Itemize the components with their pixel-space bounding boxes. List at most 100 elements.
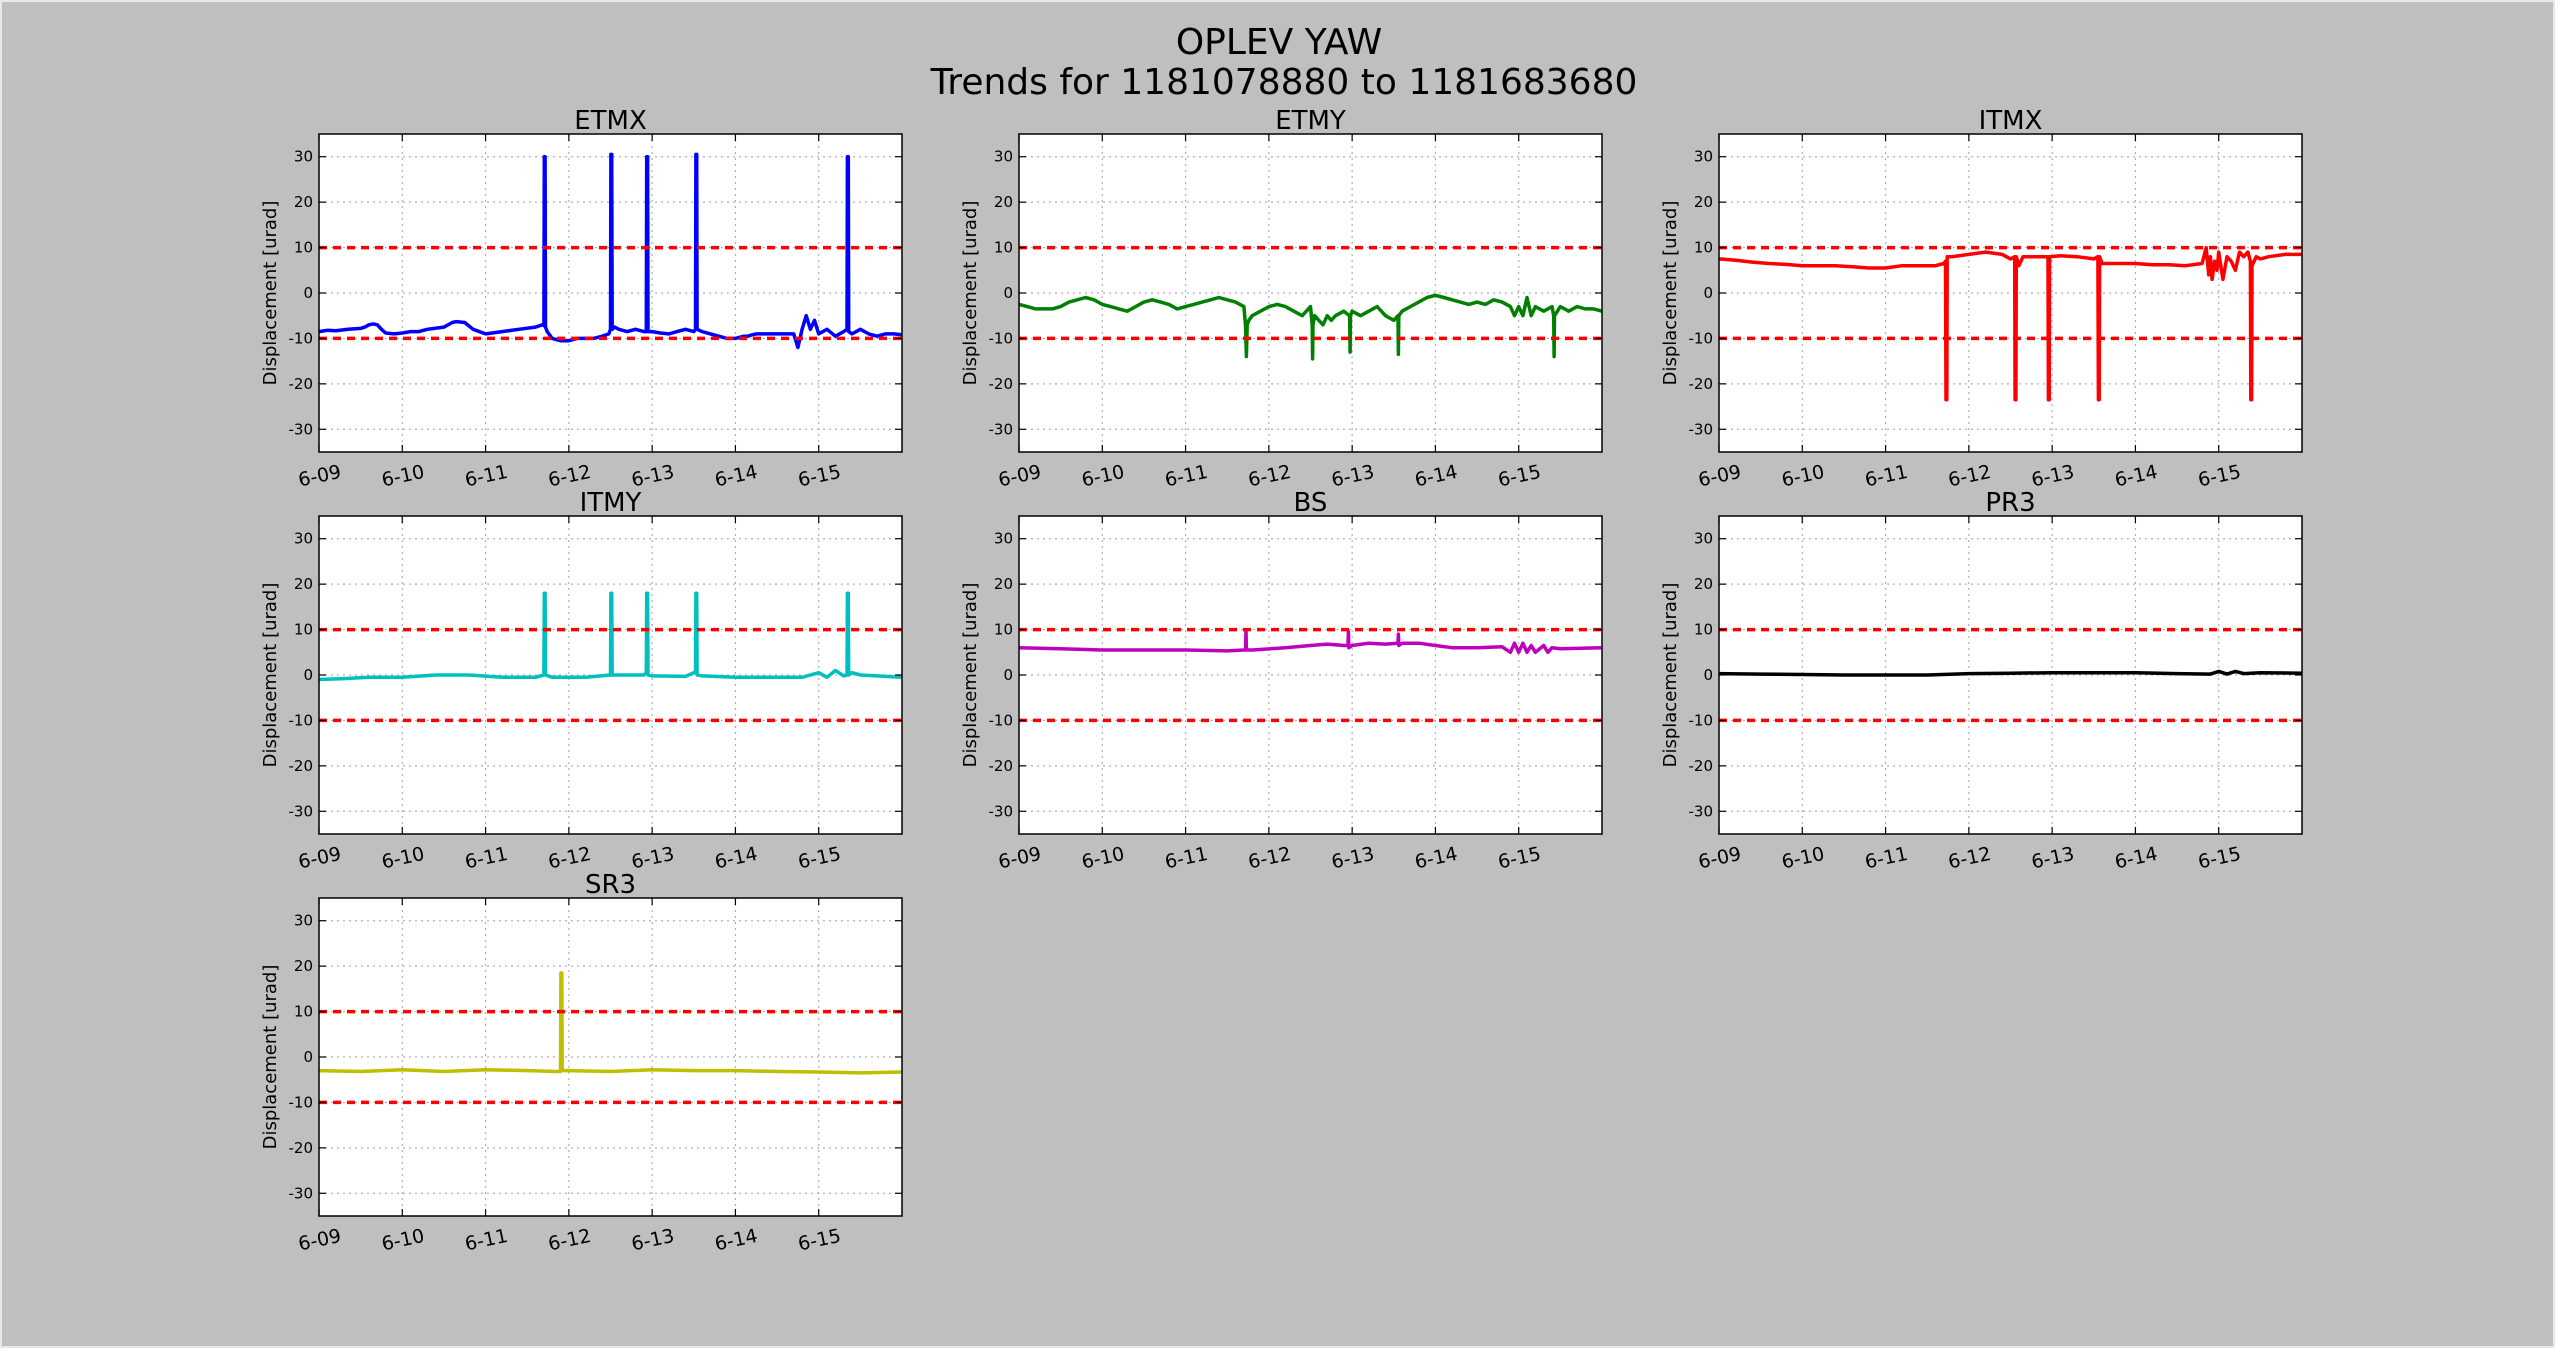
x-tick-label: 6-10 xyxy=(1780,461,1827,491)
x-tick-label: 6-15 xyxy=(2196,461,2243,491)
y-tick-label: 30 xyxy=(1694,148,1713,166)
x-tick-label: 6-10 xyxy=(380,461,427,491)
x-tick-label: 6-13 xyxy=(1330,461,1377,491)
series-line-bs xyxy=(1018,627,1603,655)
y-tick-label: -20 xyxy=(1689,757,1714,775)
x-tick-label: 6-10 xyxy=(380,843,427,873)
y-tick-label: -20 xyxy=(1689,375,1714,393)
y-tick-label: -20 xyxy=(989,757,1014,775)
x-tick-label: 6-09 xyxy=(996,461,1043,491)
y-tick-label: 10 xyxy=(1694,621,1713,639)
y-axis-label: Displacement [urad] xyxy=(1660,583,1681,768)
subplot-title: ITMX xyxy=(1979,106,2043,136)
x-tick-label: 6-11 xyxy=(463,1225,510,1255)
y-tick-label: 20 xyxy=(294,575,313,593)
y-tick-label: 20 xyxy=(1694,193,1713,211)
x-tick-label: 6-12 xyxy=(1946,843,1993,873)
x-tick-label: 6-13 xyxy=(2030,461,2077,491)
y-axis-label: Displacement [urad] xyxy=(960,583,981,768)
y-tick-label: 10 xyxy=(294,621,313,639)
figure-subtitle: Trends for 1181078880 to 1181683680 xyxy=(930,62,1638,103)
y-tick-label: -20 xyxy=(289,375,314,393)
plot-area xyxy=(319,898,902,1216)
x-tick-label: 6-13 xyxy=(1330,843,1377,873)
x-tick-label: 6-09 xyxy=(296,1225,343,1255)
y-tick-label: 0 xyxy=(1703,666,1713,684)
x-tick-label: 6-12 xyxy=(1246,461,1293,491)
plot-area xyxy=(1019,516,1602,834)
series-line-etmy xyxy=(1018,293,1603,361)
y-tick-label: -30 xyxy=(289,802,314,820)
subplot-title: BS xyxy=(1294,488,1328,518)
series-line-etmx xyxy=(318,152,903,350)
x-tick-label: 6-13 xyxy=(630,1225,677,1255)
x-tick-label: 6-14 xyxy=(2113,461,2160,491)
y-tick-label: -30 xyxy=(989,802,1014,820)
y-tick-label: 10 xyxy=(1694,239,1713,257)
x-tick-label: 6-15 xyxy=(796,461,843,491)
subplot-title: ETMY xyxy=(1275,106,1346,136)
x-tick-label: 6-12 xyxy=(546,843,593,873)
y-tick-label: -30 xyxy=(1689,420,1714,438)
y-tick-label: -10 xyxy=(989,711,1014,729)
series-line-itmx xyxy=(1718,245,2302,402)
y-tick-label: 30 xyxy=(294,912,313,930)
x-tick-label: 6-10 xyxy=(1080,461,1127,491)
x-tick-label: 6-09 xyxy=(296,461,343,491)
x-tick-label: 6-09 xyxy=(1696,843,1743,873)
x-tick-label: 6-14 xyxy=(713,843,760,873)
figure-title: OPLEV YAW xyxy=(1176,22,1382,63)
subplot-title: ETMX xyxy=(574,106,647,136)
subplot-title: ITMY xyxy=(580,488,642,518)
subplot-title: PR3 xyxy=(1985,488,2035,518)
x-tick-label: 6-14 xyxy=(1413,461,1460,491)
y-tick-label: 30 xyxy=(994,148,1013,166)
y-tick-label: -10 xyxy=(289,711,314,729)
y-tick-label: 20 xyxy=(1694,575,1713,593)
y-tick-label: -10 xyxy=(289,1093,314,1111)
y-tick-label: 0 xyxy=(303,284,313,302)
subplot-etmy: -30 -20 -10 0 10 20 30 6-09 6-10 6-11 6-12 6-13 6-14… xyxy=(960,106,1603,491)
y-tick-label: 0 xyxy=(303,1048,313,1066)
y-tick-label: -30 xyxy=(1689,802,1714,820)
y-tick-label: 10 xyxy=(994,621,1013,639)
x-tick-label: 6-15 xyxy=(2196,843,2243,873)
plot-area xyxy=(1019,134,1602,452)
y-tick-label: -30 xyxy=(989,420,1014,438)
x-tick-label: 6-12 xyxy=(546,1225,593,1255)
y-tick-label: 20 xyxy=(994,575,1013,593)
x-tick-label: 6-13 xyxy=(630,843,677,873)
y-tick-label: -20 xyxy=(289,757,314,775)
x-tick-label: 6-12 xyxy=(1246,843,1293,873)
subplot-title: SR3 xyxy=(585,870,636,900)
x-tick-label: 6-12 xyxy=(1946,461,1993,491)
x-tick-label: 6-11 xyxy=(1863,461,1910,491)
subplot-pr3: -30 -20 -10 0 10 20 30 6-09 6-10 6-11 6-12 6-13 6-14… xyxy=(1660,488,2303,873)
x-tick-label: 6-10 xyxy=(1780,843,1827,873)
y-tick-label: 20 xyxy=(294,957,313,975)
x-tick-label: 6-12 xyxy=(546,461,593,491)
y-axis-label: Displacement [urad] xyxy=(960,201,981,386)
x-tick-label: 6-09 xyxy=(996,843,1043,873)
x-tick-label: 6-13 xyxy=(630,461,677,491)
y-tick-label: 10 xyxy=(294,239,313,257)
x-tick-label: 6-11 xyxy=(1163,843,1210,873)
x-tick-label: 6-11 xyxy=(463,843,510,873)
y-tick-label: 20 xyxy=(294,193,313,211)
y-tick-label: -20 xyxy=(989,375,1014,393)
x-tick-label: 6-14 xyxy=(713,461,760,491)
y-tick-label: 10 xyxy=(994,239,1013,257)
subplot-bs: -30 -20 -10 0 10 20 30 6-09 6-10 6-11 6-12 6-13 6-14… xyxy=(960,488,1603,873)
y-tick-label: 10 xyxy=(294,1003,313,1021)
subplot-sr3: -30 -20 -10 0 10 20 30 6-09 6-10 6-11 6-12 6-13 6-14… xyxy=(260,870,903,1255)
y-tick-label: -10 xyxy=(289,329,314,347)
y-tick-label: -30 xyxy=(289,420,314,438)
x-tick-label: 6-14 xyxy=(2113,843,2160,873)
x-tick-label: 6-10 xyxy=(1080,843,1127,873)
y-tick-label: -10 xyxy=(1689,329,1714,347)
x-tick-label: 6-14 xyxy=(713,1225,760,1255)
subplot-itmy: -30 -20 -10 0 10 20 30 6-09 6-10 6-11 6-12 6-13 6-14… xyxy=(260,488,903,873)
y-tick-label: -20 xyxy=(289,1139,314,1157)
y-tick-label: 30 xyxy=(994,530,1013,548)
